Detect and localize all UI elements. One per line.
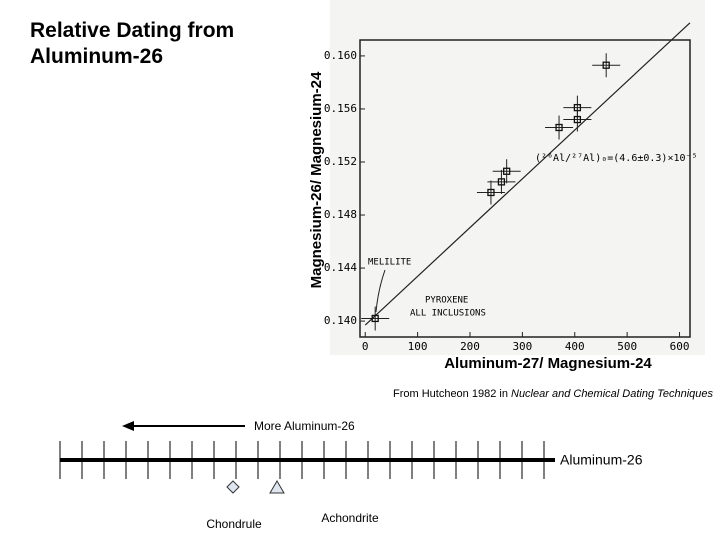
y-tick-label: 0.152 — [324, 155, 357, 168]
annotation: PYROXENE — [425, 296, 468, 306]
data-point — [487, 188, 495, 197]
timeline-axis-label: Aluminum-26 — [560, 452, 643, 468]
citation-source: Nuclear and Chemical Dating Techniques — [511, 388, 713, 400]
error-cross — [592, 53, 621, 78]
error-cross — [476, 180, 505, 205]
x-axis-label: Aluminum-27/ Magnesium-24 — [444, 355, 652, 372]
y-tick-label: 0.148 — [324, 208, 357, 221]
error-cross — [361, 306, 390, 331]
scan-background — [330, 0, 705, 355]
y-axis-label: Magnesium-26/ Magnesium-24 — [308, 71, 325, 288]
arrow-head — [122, 421, 134, 431]
x-tick-label: 600 — [670, 340, 690, 353]
annotation: ALL INCLUSIONS — [410, 309, 486, 319]
slide-title: Relative Dating from Aluminum-26 — [30, 19, 235, 68]
x-tick-label: 500 — [617, 340, 637, 353]
chondrule-marker — [226, 480, 240, 494]
x-tick-label: 300 — [512, 340, 532, 353]
marker-label: Chondrule — [206, 517, 262, 531]
data-point — [602, 61, 610, 69]
data-point — [573, 115, 582, 124]
y-tick-label: 0.144 — [324, 261, 357, 274]
citation-text: From Hutcheon 1982 in — [392, 388, 508, 400]
annotation: (²⁶Al/²⁷Al)₀=(4.6±0.3)×10⁻⁵ — [535, 153, 698, 164]
data-point — [497, 178, 506, 186]
data-point — [503, 167, 511, 175]
x-tick-label: 200 — [460, 340, 480, 353]
plot-frame — [359, 39, 691, 338]
citation: From Hutcheon 1982 in Nuclear and Chemic… — [393, 388, 713, 400]
error-cross — [487, 169, 516, 194]
y-tick-label: 0.156 — [324, 102, 357, 115]
arrow-label: More Aluminum-26 — [254, 419, 355, 433]
fit-line — [364, 22, 691, 326]
data-point — [555, 123, 563, 132]
y-tick-label: 0.160 — [324, 49, 357, 62]
x-tick-label: 400 — [565, 340, 585, 353]
achondrite-marker — [269, 480, 285, 494]
error-cross — [563, 107, 592, 132]
y-tick-label: 0.140 — [324, 314, 357, 327]
annotation-arrow — [375, 269, 386, 313]
error-cross — [545, 115, 574, 140]
error-cross — [492, 159, 521, 184]
x-tick-label: 100 — [408, 340, 428, 353]
annotation: MELILITE — [368, 258, 411, 268]
data-point — [371, 314, 379, 323]
marker-label: Achondrite — [321, 511, 379, 525]
x-tick-label: 0 — [362, 340, 369, 353]
